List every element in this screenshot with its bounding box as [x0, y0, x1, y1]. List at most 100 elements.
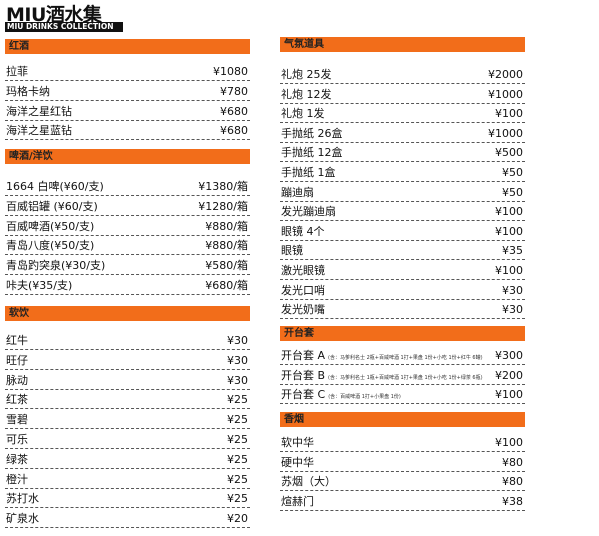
menu-item: 蹦迪扇 ¥50	[280, 184, 525, 202]
item-name-text: 眼镜 4个	[281, 224, 325, 238]
item-name: 眼镜 4个	[281, 223, 325, 241]
item-name: 礼炮 12发	[281, 86, 332, 104]
menu-item: 拉菲 ¥1080	[5, 63, 250, 81]
section-header: 气氛道具	[280, 37, 525, 52]
item-name: 眼镜	[281, 242, 303, 260]
item-name-text: 发光口哨	[281, 283, 325, 297]
item-name-text: 绿茶	[6, 452, 28, 466]
item-price: ¥80	[502, 475, 523, 489]
menu-item: 百威铝罐 (¥60/支) ¥1280/箱	[5, 198, 250, 216]
menu-item: 激光眼镜 ¥100	[280, 262, 525, 280]
item-price: ¥50	[502, 185, 523, 199]
item-name-text: 蹦迪扇	[281, 185, 314, 199]
item-name-text: 苏烟（大）	[281, 475, 336, 489]
item-price: ¥20	[227, 512, 248, 526]
item-name-text: 手抛纸 26盒	[281, 126, 343, 140]
item-name: 开台套 C (含：百威啤酒 1打+小果盘 1份)	[281, 386, 401, 406]
item-name: 百威啤酒(¥50/支)	[6, 218, 94, 236]
item-name: 软中华	[281, 434, 314, 452]
menu-item: 苏烟（大） ¥80	[280, 473, 525, 492]
item-name: 青岛八度(¥50/支)	[6, 237, 94, 255]
menu-item: 眼镜 4个 ¥100	[280, 223, 525, 241]
item-name: 手抛纸 12盒	[281, 144, 343, 162]
item-price: ¥880/箱	[205, 239, 248, 253]
item-price: ¥880/箱	[205, 219, 248, 233]
item-name-text: 礼炮 1发	[281, 107, 325, 121]
item-name-text: 海洋之星蓝钻	[6, 124, 72, 138]
menu-item: 发光口哨 ¥30	[280, 282, 525, 300]
menu-item: 发光奶嘴 ¥30	[280, 301, 525, 320]
section-header: 软饮	[5, 306, 250, 321]
item-name: 发光蹦迪扇	[281, 203, 336, 221]
item-name-text: 矿泉水	[6, 512, 39, 526]
item-price: ¥30	[502, 283, 523, 297]
item-name: 玛格卡纳	[6, 83, 50, 101]
item-price: ¥680	[220, 124, 248, 138]
item-price: ¥100	[495, 107, 523, 121]
menu-item: 开台套 B (含：马爹利名士 1瓶+百威啤酒 1打+果盘 1份+小吃 1份+绿茶 …	[280, 367, 525, 385]
item-price: ¥30	[502, 303, 523, 317]
item-name-text: 红牛	[6, 334, 28, 347]
item-price: ¥80	[502, 455, 523, 469]
menu-item: 手抛纸 1盒 ¥50	[280, 164, 525, 182]
item-name: 礼炮 25发	[281, 66, 332, 84]
item-price: ¥580/箱	[205, 259, 248, 273]
item-price: ¥25	[227, 433, 248, 446]
menu-item: 红茶 ¥25	[5, 391, 250, 410]
item-name: 雪碧	[6, 411, 28, 429]
menu-item: 青岛趵突泉(¥30/支) ¥580/箱	[5, 257, 250, 276]
item-name-text: 发光奶嘴	[281, 303, 325, 317]
item-name-text: 煊赫门	[281, 494, 314, 508]
item-name-text: 可乐	[6, 433, 28, 446]
item-name: 咔夫(¥35/支)	[6, 277, 72, 295]
menu-item: 硬中华 ¥80	[280, 454, 525, 472]
item-price: ¥2000	[488, 68, 523, 81]
item-price: ¥100	[495, 264, 523, 277]
item-price: ¥50	[502, 166, 523, 179]
item-price: ¥300	[495, 349, 523, 362]
menu-item: 咔夫(¥35/支) ¥680/箱	[5, 277, 250, 295]
item-name: 苏打水	[6, 490, 39, 508]
item-name: 青岛趵突泉(¥30/支)	[6, 257, 105, 275]
menu-item: 礼炮 12发 ¥1000	[280, 86, 525, 104]
item-name-text: 开台套 B	[281, 368, 326, 382]
item-name: 礼炮 1发	[281, 105, 325, 123]
menu-item: 玛格卡纳 ¥780	[5, 83, 250, 101]
item-price: ¥500	[495, 146, 523, 160]
item-name-text: 礼炮 12发	[281, 87, 332, 101]
item-price: ¥38	[502, 494, 523, 508]
item-price: ¥100	[495, 436, 523, 449]
item-name: 旺仔	[6, 352, 28, 370]
item-name-text: 手抛纸 12盒	[281, 146, 343, 160]
section-header: 香烟	[280, 412, 525, 427]
item-note: (含：百威啤酒 1打+小果盘 1份)	[328, 394, 401, 401]
item-name-text: 百威铝罐 (¥60/支)	[6, 199, 98, 213]
item-name-text: 硬中华	[281, 455, 314, 469]
item-name-text: 脉动	[6, 373, 28, 387]
menu-item: 开台套 A (含：马爹利名士 2瓶+百威啤酒 1打+果盘 1份+小吃 1份+红牛 …	[280, 347, 525, 365]
menu-item: 1664 白啤(¥60/支) ¥1380/箱	[5, 178, 250, 196]
item-price: ¥35	[502, 244, 523, 258]
item-name-text: 百威啤酒(¥50/支)	[6, 219, 95, 233]
menu-title: MIU酒水集	[6, 4, 102, 26]
item-name: 手抛纸 26盒	[281, 125, 343, 143]
item-price: ¥30	[227, 334, 248, 347]
menu-item: 礼炮 1发 ¥100	[280, 105, 525, 124]
item-name: 可乐	[6, 431, 28, 449]
menu-item: 青岛八度(¥50/支) ¥880/箱	[5, 237, 250, 256]
item-price: ¥100	[495, 388, 523, 402]
item-name: 蹦迪扇	[281, 184, 314, 202]
item-price: ¥1000	[488, 87, 523, 101]
item-name-text: 青岛八度(¥50/支)	[6, 239, 95, 253]
menu-item: 百威啤酒(¥50/支) ¥880/箱	[5, 218, 250, 236]
item-name: 1664 白啤(¥60/支)	[6, 178, 104, 196]
menu-item: 手抛纸 12盒 ¥500	[280, 144, 525, 163]
item-price: ¥25	[227, 472, 248, 486]
item-name-text: 旺仔	[6, 353, 28, 367]
item-price: ¥1280/箱	[198, 199, 248, 213]
item-price: ¥30	[227, 373, 248, 387]
menu-item: 开台套 C (含：百威啤酒 1打+小果盘 1份) ¥100	[280, 386, 525, 406]
item-name-text: 眼镜	[281, 244, 303, 258]
item-price: ¥25	[227, 393, 248, 407]
item-name: 百威铝罐 (¥60/支)	[6, 198, 98, 216]
